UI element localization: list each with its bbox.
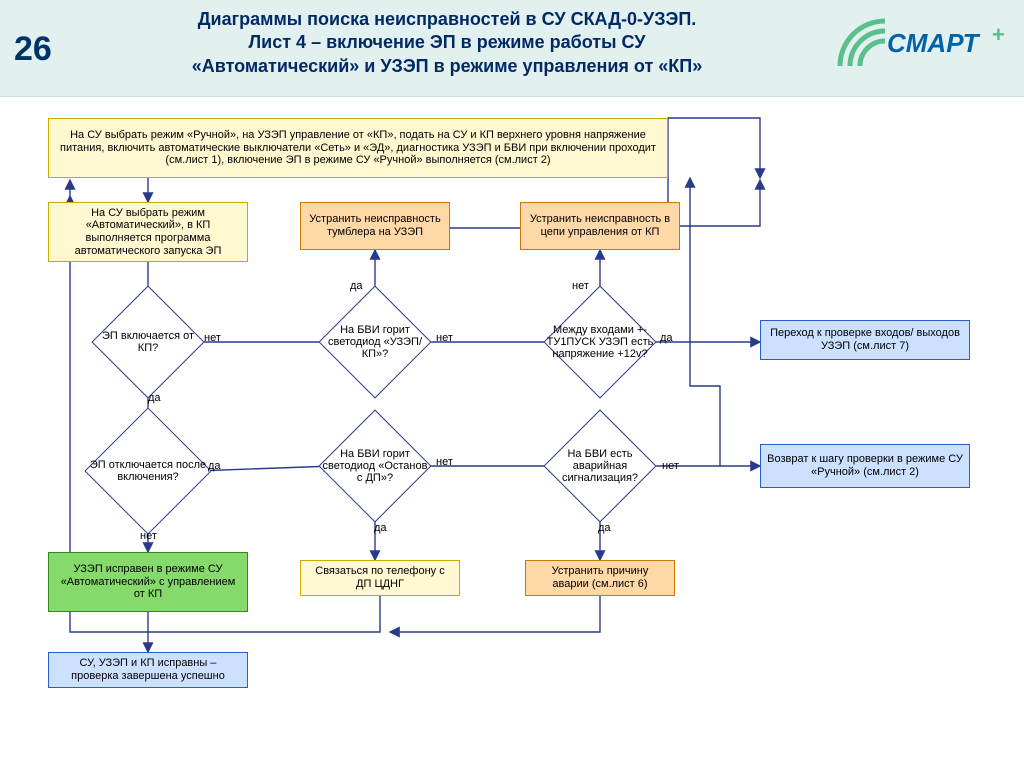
edge-label-l11: нет [662, 460, 679, 472]
header: 26 Диаграммы поиска неисправностей в СУ … [0, 0, 1024, 97]
flow-node-n1: На СУ выбрать режим «Ручной», на УЗЭП уп… [48, 118, 668, 178]
decision-label: На БВИ горит светодиод «Останов с ДП»? [319, 426, 431, 506]
flow-decision-d3: Между входами +-ТУ1ПУСК УЗЭП есть напряж… [560, 302, 640, 382]
flow-node-n3: Устранить неисправность тумблера на УЗЭП [300, 202, 450, 250]
flow-node-n2: На СУ выбрать режим «Автоматический», в … [48, 202, 248, 262]
flow-node-n6: Возврат к шагу проверки в режиме СУ «Руч… [760, 444, 970, 488]
decision-label: На БВИ есть аварийная сигнализация? [544, 426, 656, 506]
flow-decision-d6: На БВИ есть аварийная сигнализация? [560, 426, 640, 506]
flow-decision-d1: ЭП включается от КП? [108, 302, 188, 382]
edge-label-l8: нет [140, 530, 157, 542]
flow-decision-d2: На БВИ горит светодиод «УЗЭП/КП»? [335, 302, 415, 382]
flow-node-n10: СУ, УЗЭП и КП исправны – проверка заверш… [48, 652, 248, 688]
flow-node-n7: УЗЭП исправен в режиме СУ «Автоматически… [48, 552, 248, 612]
flow-node-n5: Переход к проверке входов/ выходов УЗЭП … [760, 320, 970, 360]
flow-decision-d4: ЭП отключается после включения? [103, 426, 193, 516]
edge-label-l2: да [148, 392, 161, 404]
title-line-2: Лист 4 – включение ЭП в режиме работы СУ [249, 32, 646, 52]
decision-label: ЭП отключается после включения? [85, 426, 211, 516]
page-number: 26 [14, 30, 52, 69]
edge-label-l3: да [350, 280, 363, 292]
decision-label: Между входами +-ТУ1ПУСК УЗЭП есть напряж… [544, 302, 656, 382]
edge-label-l10: да [374, 522, 387, 534]
edge-label-l5: нет [572, 280, 589, 292]
flow-node-n9: Устранить причину аварии (см.лист 6) [525, 560, 675, 596]
flow-node-n8: Связаться по телефону с ДП ЦДНГ [300, 560, 460, 596]
edge-label-l12: да [598, 522, 611, 534]
flow-decision-d5: На БВИ горит светодиод «Останов с ДП»? [335, 426, 415, 506]
flow-node-n4: Устранить неисправность в цепи управлени… [520, 202, 680, 250]
title-line-1: Диаграммы поиска неисправностей в СУ СКА… [198, 9, 697, 29]
logo-plus: + [992, 22, 1005, 47]
logo-text: СМАРТ [887, 28, 981, 58]
edge-label-l9: нет [436, 456, 453, 468]
decision-label: ЭП включается от КП? [92, 302, 204, 382]
decision-label: На БВИ горит светодиод «УЗЭП/КП»? [319, 302, 431, 382]
logo-arcs [840, 21, 885, 66]
title-line-3: «Автоматический» и УЗЭП в режиме управле… [192, 56, 702, 76]
edge-label-l1: нет [204, 332, 221, 344]
edge-label-l4: нет [436, 332, 453, 344]
edge-label-l7: да [208, 460, 221, 472]
edge-label-l6: да [660, 332, 673, 344]
flowchart-canvas: На СУ выбрать режим «Ручной», на УЗЭП уп… [0, 96, 1024, 768]
page-title: Диаграммы поиска неисправностей в СУ СКА… [70, 8, 824, 78]
logo: СМАРТ + [832, 8, 1012, 78]
